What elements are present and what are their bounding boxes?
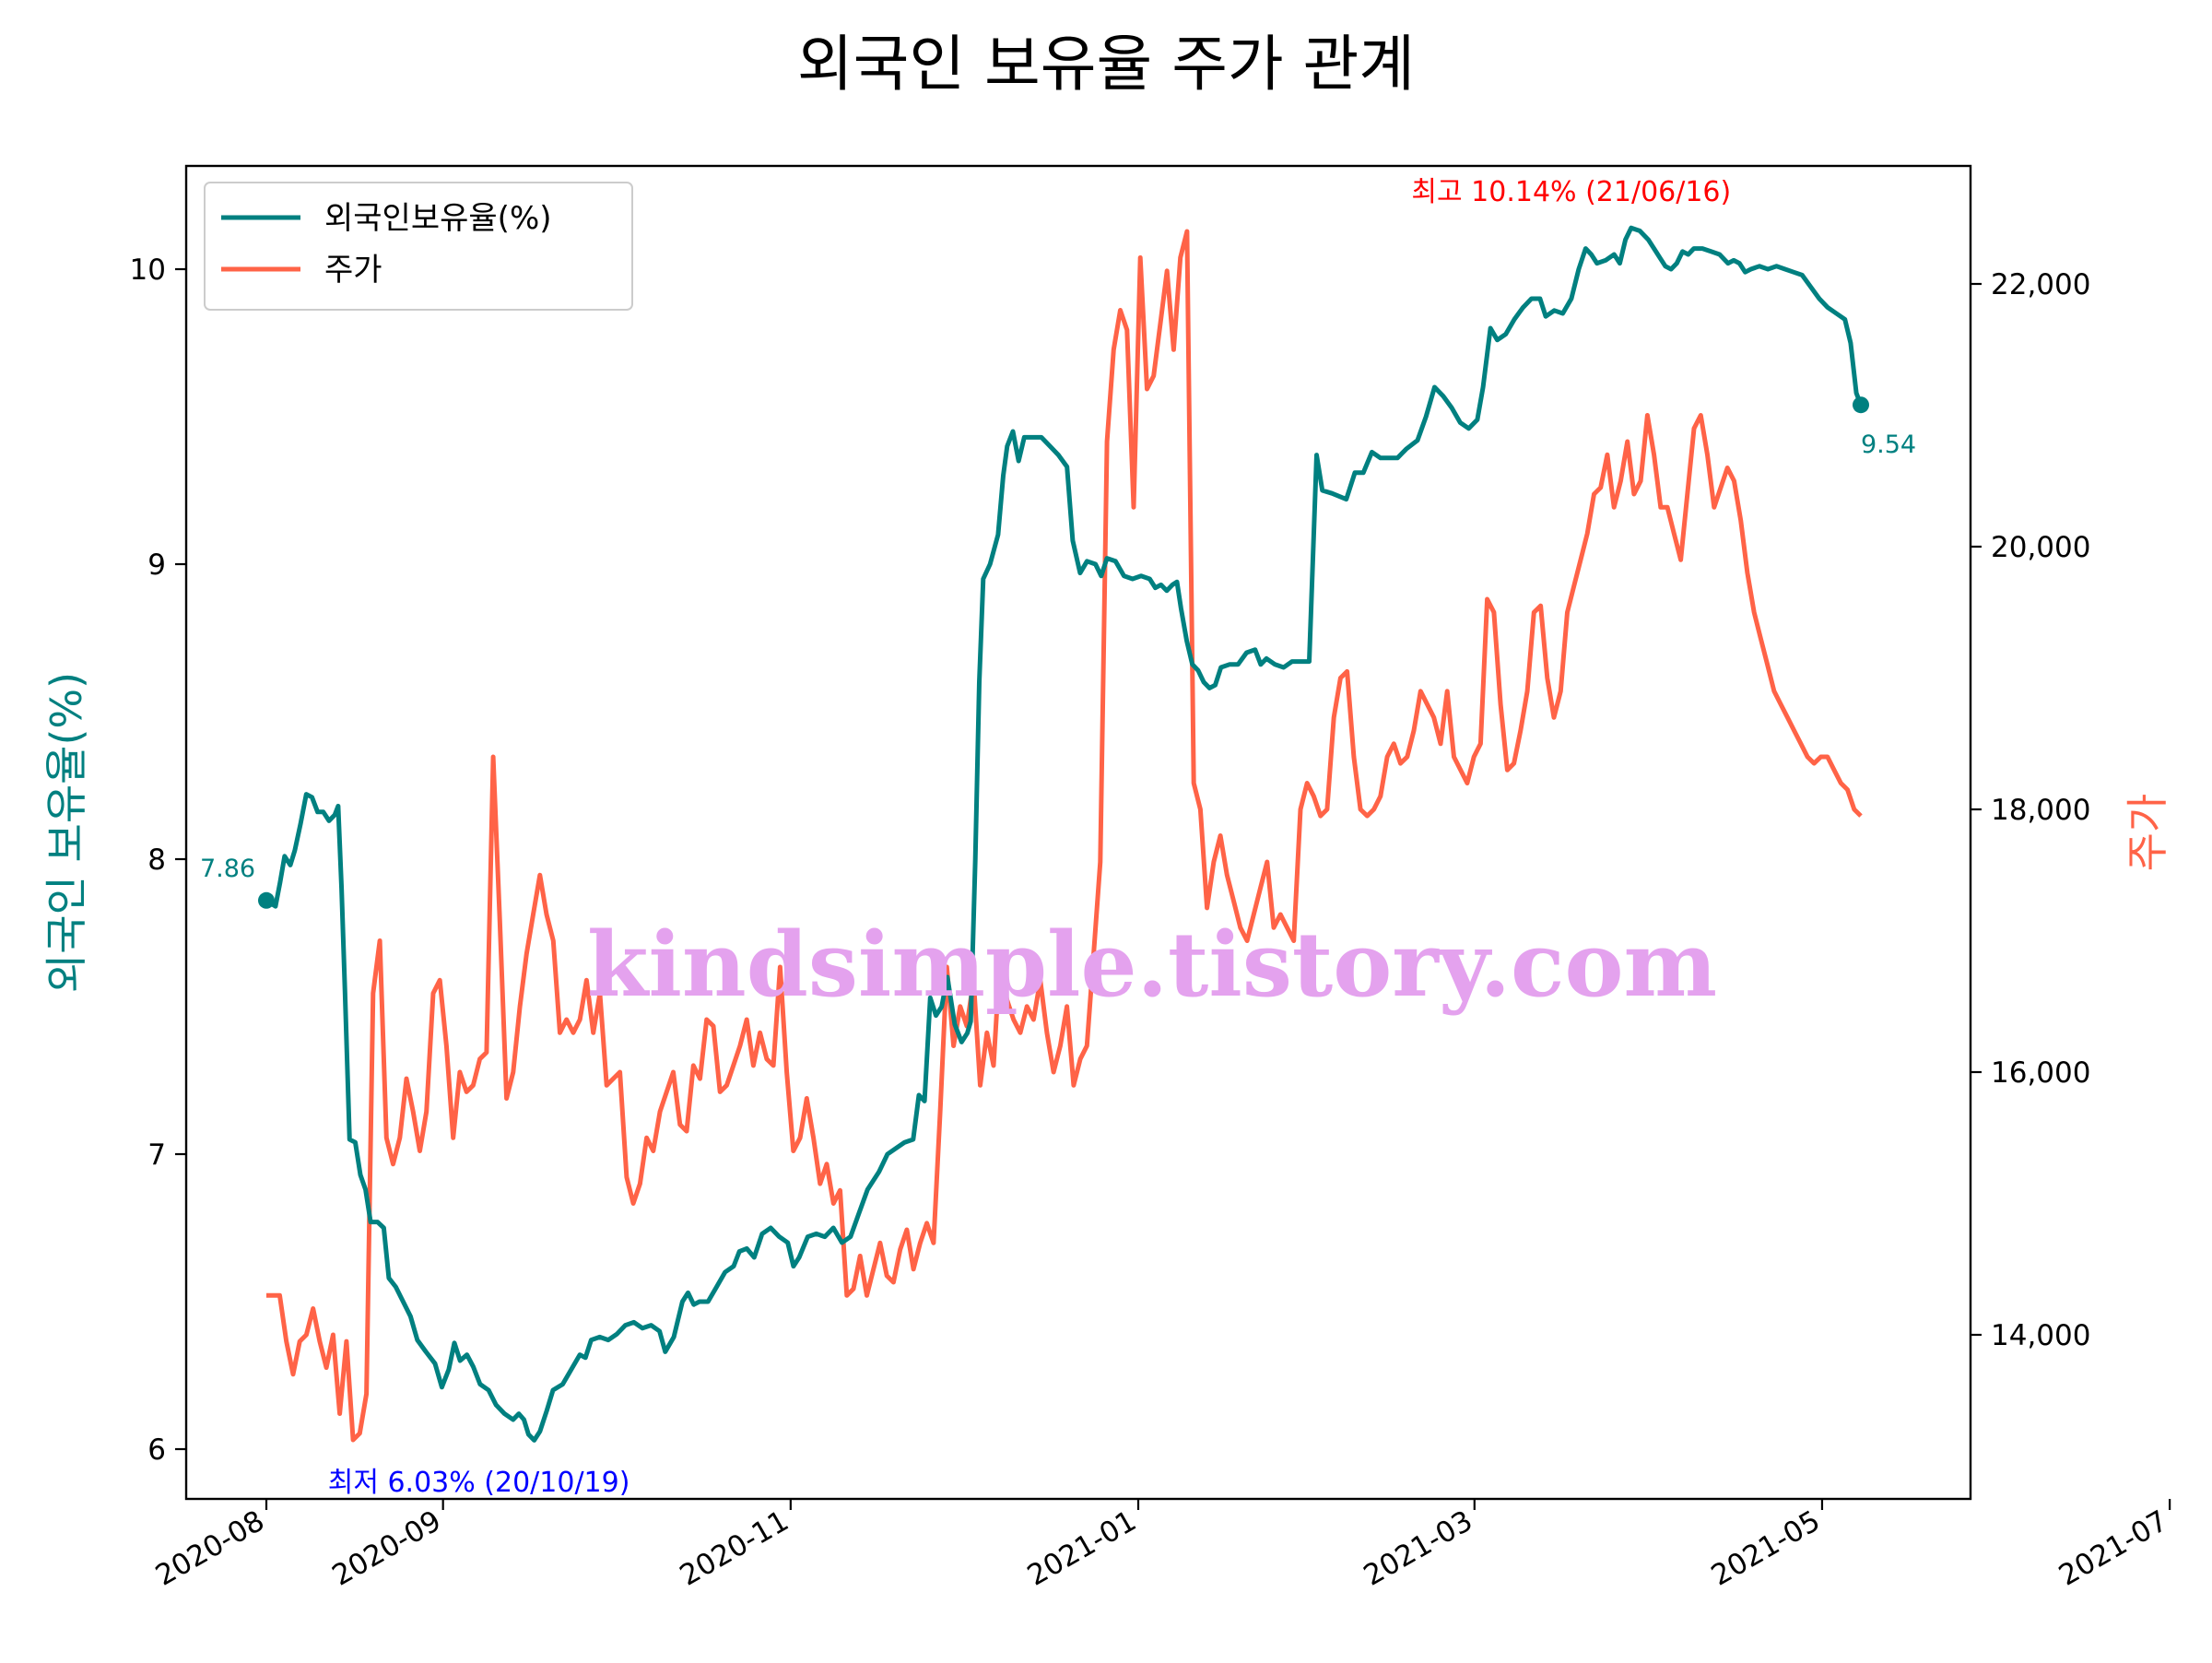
y-left-tick-label: 9: [147, 548, 166, 582]
annotations: 7.86 9.54 최고 10.14% (21/06/16) 최저 6.03% (20…: [200, 176, 1916, 1499]
y-right-tick-label: 14,000: [1991, 1319, 2090, 1352]
chart-title: 외국인 보유율 주가 관계: [797, 29, 1415, 100]
x-tick-label: 2021-01: [1022, 1504, 1142, 1593]
y-left-tick-label: 7: [147, 1138, 166, 1172]
x-tick-label: 2021-05: [1706, 1504, 1826, 1593]
high-annotation: 최고 10.14% (21/06/16): [1411, 176, 1731, 208]
ownership-start-marker: [258, 891, 275, 909]
y-left-tick-label: 8: [147, 843, 166, 877]
ownership-series-line: [265, 225, 1864, 1443]
watermark-text: kindsimple.tistory.com: [587, 913, 1717, 1017]
legend-label-ownership: 외국인보유율(%): [324, 200, 552, 237]
start-value-label: 7.86: [200, 855, 255, 883]
price-series-line: [266, 229, 1863, 1443]
series-lines: [258, 225, 1870, 1443]
legend: 외국인보유율(%) 주가: [204, 182, 633, 311]
y-axis-left-label: 외국인 보유율(%): [41, 672, 91, 993]
x-tick-label: 2021-07: [2053, 1504, 2173, 1593]
end-value-label: 9.54: [1861, 430, 1916, 459]
y-axis-right-label: 주가: [2123, 794, 2172, 872]
y-right-tick-label: 18,000: [1991, 794, 2090, 827]
x-tick-label: 2020-11: [675, 1504, 794, 1593]
x-tick-label: 2020-09: [326, 1504, 446, 1593]
y-left-tick-label: 6: [147, 1433, 166, 1467]
x-tick-label: 2020-08: [150, 1504, 270, 1593]
x-tick-label: 2021-03: [1359, 1504, 1478, 1593]
y-left-tick-label: 10: [130, 254, 166, 287]
y-right-tick-label: 16,000: [1991, 1056, 2090, 1090]
y-right-tick-label: 20,000: [1991, 531, 2090, 564]
low-annotation: 최저 6.03% (20/10/19): [328, 1467, 630, 1499]
legend-label-price: 주가: [324, 252, 382, 289]
ownership-end-marker: [1853, 396, 1870, 414]
y-right-tick-label: 22,000: [1991, 268, 2090, 301]
legend-box: [204, 182, 633, 311]
plot-frame: [184, 164, 1972, 1501]
